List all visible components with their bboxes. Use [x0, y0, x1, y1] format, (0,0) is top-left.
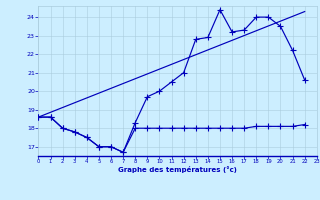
- X-axis label: Graphe des températures (°c): Graphe des températures (°c): [118, 166, 237, 173]
